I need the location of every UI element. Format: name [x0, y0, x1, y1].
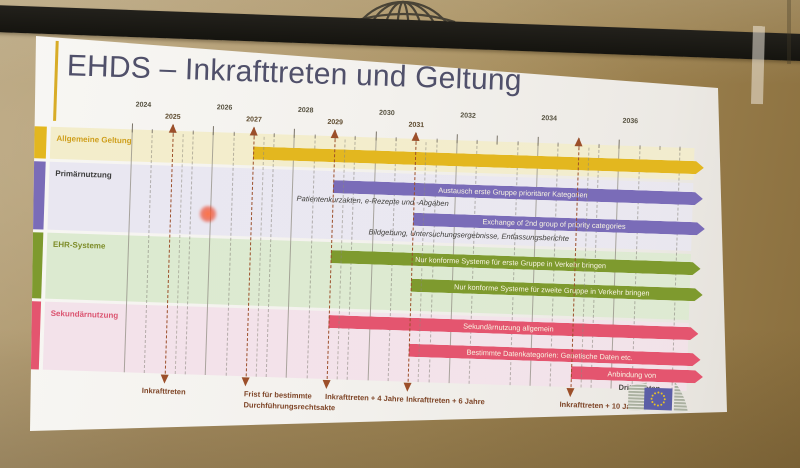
- axis-year-label: 2034: [541, 115, 558, 123]
- milestone-arrow-up: [330, 129, 339, 139]
- milestone-label: Inkrafttreten: [141, 385, 186, 397]
- axis-year-label: 2028: [297, 106, 314, 115]
- axis-tick-minor: [233, 131, 235, 136]
- axis-year-label: 2024: [135, 101, 152, 110]
- timeline-chart: Allgemeine Geltung Primärnutzung EHR-Syste…: [30, 36, 730, 431]
- milestone-label: Frist für bestimmte: [243, 389, 312, 401]
- axis-tick-minor: [476, 139, 478, 144]
- milestone-label: Inkrafttreten + 6 Jahre: [406, 394, 485, 407]
- axis-tick-minor: [273, 133, 275, 138]
- axis-tick-minor: [659, 145, 661, 150]
- axis-tick-minor: [314, 134, 316, 139]
- axis-tick-minor: [354, 135, 357, 140]
- axis-year-label: 2025: [164, 113, 181, 122]
- milestone-arrow-down: [160, 374, 169, 384]
- milestone-arrow-up: [411, 131, 421, 141]
- row-label-1: Primärnutzung: [55, 168, 112, 180]
- milestone-arrow-down: [403, 382, 412, 392]
- axis-tick-minor: [679, 146, 681, 151]
- european-commission-logo: [627, 381, 688, 413]
- milestone-arrow-up: [249, 126, 258, 136]
- axis-year-label: 2029: [327, 118, 344, 127]
- laser-pointer-dot: [198, 205, 218, 223]
- row-label-2: EHR-Systeme: [52, 239, 106, 251]
- axis-year-label: 2032: [460, 112, 476, 120]
- axis-year-label: 2026: [216, 104, 233, 112]
- wall-seam-line: [787, 0, 791, 64]
- axis-tick-minor: [436, 138, 438, 143]
- slide-content: EHDS – Inkrafttreten und Geltung Allgeme…: [30, 36, 730, 431]
- milestone-arrow-up: [168, 123, 177, 133]
- axis-tick-minor: [557, 142, 559, 147]
- axis-tick-minor: [152, 129, 154, 134]
- axis-tick-minor: [638, 145, 641, 150]
- milestone-arrow-down: [565, 387, 575, 398]
- wall-seam-strip: [750, 25, 766, 105]
- axis-year-label: 2031: [408, 121, 425, 130]
- axis-tick-minor: [192, 130, 194, 135]
- milestone-arrow-down: [322, 379, 331, 390]
- axis-year-label: 2027: [246, 116, 262, 124]
- axis-tick-minor: [598, 143, 600, 148]
- axis-tick-minor: [517, 141, 519, 146]
- axis-year-label: 2036: [622, 117, 639, 126]
- milestone-label: Durchführungsrechtsakte: [243, 400, 336, 413]
- milestone-label: Inkrafttreten + 4 Jahre: [324, 391, 404, 404]
- axis-tick-minor: [395, 137, 397, 142]
- axis-year-label: 2030: [378, 109, 395, 118]
- milestone-arrow-down: [241, 377, 250, 387]
- milestone-arrow-up: [574, 137, 583, 147]
